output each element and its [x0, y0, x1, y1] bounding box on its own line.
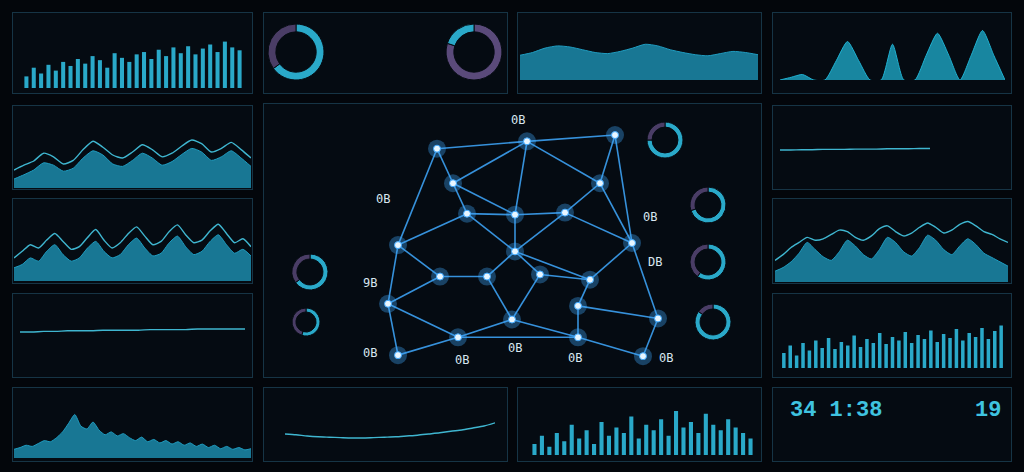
svg-text:DB: DB	[648, 255, 662, 269]
svg-text:0B: 0B	[659, 351, 673, 365]
html-text:19: 19	[975, 398, 1002, 423]
html-text:34 1:38: 34 1:38	[790, 398, 883, 423]
svg-text:0B: 0B	[455, 353, 469, 367]
svg-text:0B: 0B	[643, 210, 657, 224]
svg-text:0B: 0B	[511, 113, 525, 127]
svg-text:0B: 0B	[376, 192, 390, 206]
svg-text:0B: 0B	[568, 351, 582, 365]
svg-text:0B: 0B	[363, 346, 377, 360]
svg-text:0B: 0B	[508, 341, 522, 355]
svg-text:9B: 9B	[363, 276, 377, 290]
